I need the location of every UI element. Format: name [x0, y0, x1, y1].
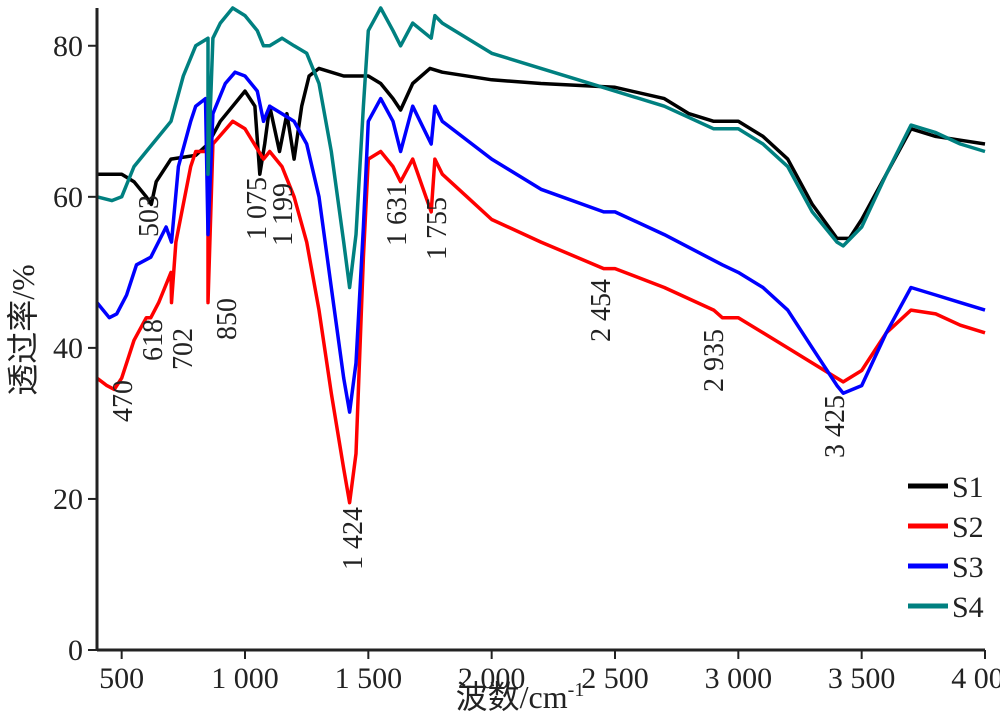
peak-label-618: 618 [138, 319, 169, 361]
peak-label-503: 503 [134, 195, 165, 237]
peak-label-702: 702 [168, 328, 199, 370]
peak-label-3425: 3 425 [820, 395, 851, 458]
y-tick-label: 20 [53, 483, 83, 516]
y-tick-label: 40 [53, 332, 83, 365]
x-tick-label: 2 000 [458, 662, 526, 695]
y-tick-label: 0 [68, 634, 83, 667]
x-axis-title: 波数/cm-1 [456, 679, 585, 714]
peak-label-1075: 1 075 [242, 177, 273, 240]
peak-label-850: 850 [212, 298, 243, 340]
x-tick-label: 4 000 [951, 662, 1000, 695]
y-axis-title: 透过率/% [5, 264, 41, 396]
y-ticks: 0 20 40 60 80 [53, 30, 97, 667]
legend-label-s3: S3 [952, 551, 984, 584]
legend-label-s1: S1 [952, 471, 984, 504]
peak-label-1755: 1 755 [422, 197, 453, 260]
x-tick-label: 500 [99, 662, 144, 695]
series-line-s4 [96, 6, 986, 290]
peak-annotations: 470 503 618 702 850 1 075 1 199 1 424 1 … [108, 177, 851, 570]
legend-label-s4: S4 [952, 591, 984, 624]
peak-label-2935: 2 935 [699, 329, 730, 392]
peak-label-1424: 1 424 [338, 507, 369, 570]
y-tick-label: 80 [53, 30, 83, 63]
x-tick-label: 3 000 [705, 662, 773, 695]
x-tick-label: 3 500 [828, 662, 896, 695]
y-tick-label: 60 [53, 181, 83, 214]
x-tick-label: 2 500 [581, 662, 649, 695]
x-tick-label: 1 500 [335, 662, 403, 695]
series-layer [95, 6, 986, 505]
x-tick-label: 1 000 [211, 662, 279, 695]
peak-label-470: 470 [108, 380, 139, 422]
legend: S1 S2 S3 S4 [908, 471, 984, 624]
legend-label-s2: S2 [952, 511, 984, 544]
peak-label-2454: 2 454 [586, 279, 617, 342]
series-line-s1 [97, 66, 986, 241]
peak-label-1199: 1 199 [268, 183, 299, 246]
x-ticks: 500 1 000 1 500 2 000 2 500 3 000 3 500 4 000 [99, 650, 1000, 695]
peak-label-1631: 1 631 [382, 183, 413, 246]
series-line-s3 [95, 70, 986, 414]
